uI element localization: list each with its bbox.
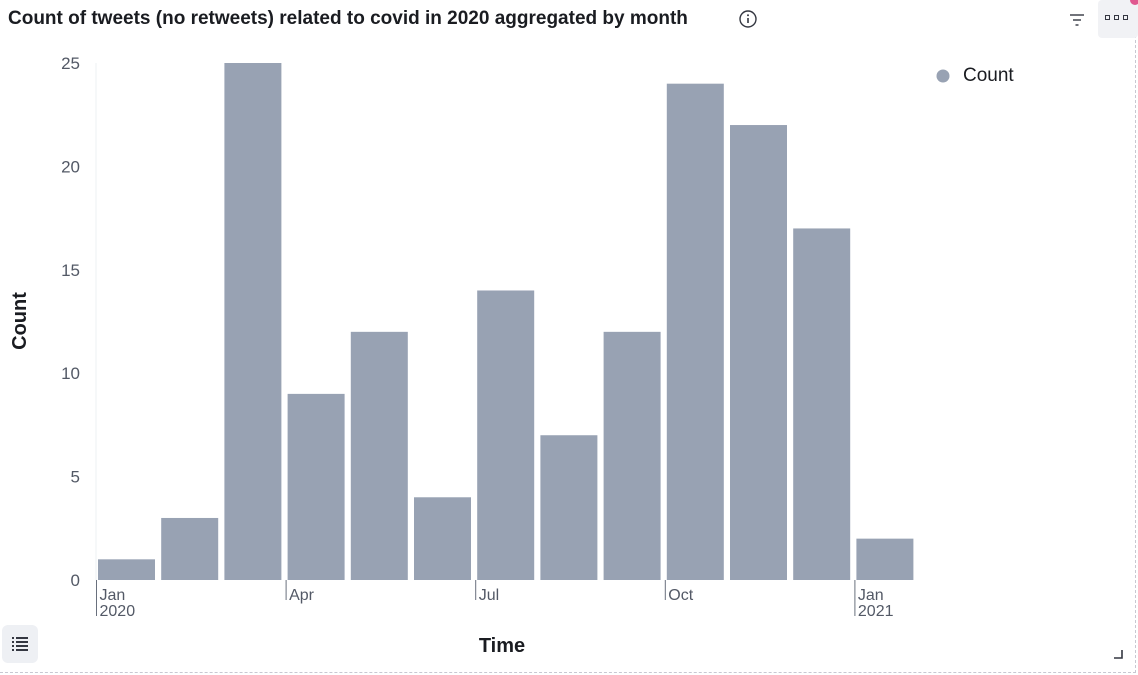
- legend-list-icon: [12, 637, 28, 651]
- bar-2020-04[interactable]: [287, 393, 345, 580]
- bar-2020-07[interactable]: [477, 290, 535, 580]
- chart-title: Count of tweets (no retweets) related to…: [8, 8, 688, 29]
- options-menu-icon: [1105, 15, 1110, 20]
- notification-dot: [1130, 0, 1138, 5]
- legend[interactable]: Count: [936, 65, 1015, 86]
- legend-item-count[interactable]: Count: [963, 65, 1014, 86]
- resize-handle-icon[interactable]: [1112, 648, 1124, 660]
- legend-toggle-button[interactable]: [2, 625, 38, 663]
- bar-2020-08[interactable]: [540, 435, 598, 580]
- bar-2020-01[interactable]: [98, 559, 155, 580]
- filter-icon[interactable]: [1068, 11, 1086, 29]
- bar-2020-02[interactable]: [161, 517, 219, 580]
- bar-2020-12[interactable]: [793, 228, 851, 580]
- legend-swatch: [936, 69, 950, 83]
- options-menu-button[interactable]: [1098, 0, 1138, 38]
- bar-2020-06[interactable]: [414, 497, 471, 580]
- bar-2020-09[interactable]: [603, 331, 661, 580]
- bar-2021-01[interactable]: [856, 538, 914, 580]
- bar-2020-03[interactable]: [224, 63, 282, 580]
- bar-2020-05[interactable]: [350, 331, 408, 580]
- bars[interactable]: [98, 63, 914, 581]
- bar-2020-11[interactable]: [730, 125, 787, 580]
- options-menu-icon: [1114, 15, 1119, 20]
- info-icon[interactable]: [739, 10, 757, 28]
- bar-2020-10[interactable]: [666, 83, 724, 581]
- options-menu-icon: [1123, 15, 1128, 20]
